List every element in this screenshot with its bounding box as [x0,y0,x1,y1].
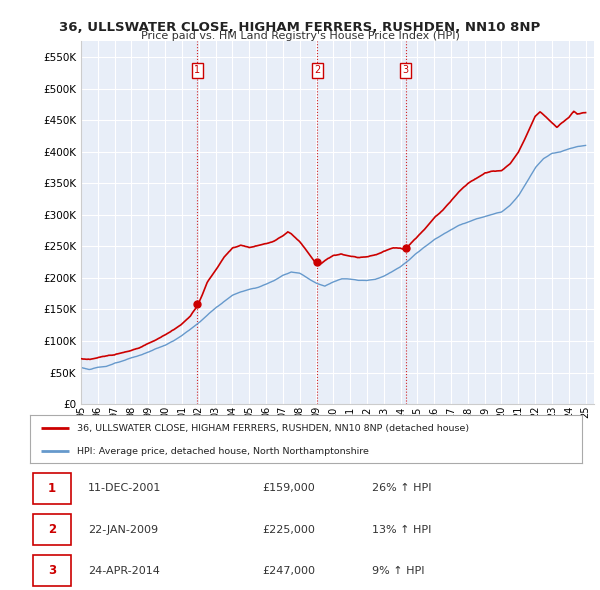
Text: 36, ULLSWATER CLOSE, HIGHAM FERRERS, RUSHDEN, NN10 8NP (detached house): 36, ULLSWATER CLOSE, HIGHAM FERRERS, RUS… [77,424,469,433]
Text: 22-JAN-2009: 22-JAN-2009 [88,525,158,535]
Text: 36, ULLSWATER CLOSE, HIGHAM FERRERS, RUSHDEN, NN10 8NP: 36, ULLSWATER CLOSE, HIGHAM FERRERS, RUS… [59,21,541,34]
Text: 2: 2 [48,523,56,536]
FancyBboxPatch shape [33,514,71,545]
FancyBboxPatch shape [33,556,71,586]
Text: Price paid vs. HM Land Registry's House Price Index (HPI): Price paid vs. HM Land Registry's House … [140,31,460,41]
Text: 26% ↑ HPI: 26% ↑ HPI [372,483,432,493]
Text: 2: 2 [314,65,320,76]
FancyBboxPatch shape [33,473,71,504]
Text: £159,000: £159,000 [262,483,314,493]
Text: £225,000: £225,000 [262,525,315,535]
Text: HPI: Average price, detached house, North Northamptonshire: HPI: Average price, detached house, Nort… [77,447,369,455]
Text: 3: 3 [48,564,56,578]
Text: 24-APR-2014: 24-APR-2014 [88,566,160,576]
Text: 1: 1 [48,481,56,495]
Text: 11-DEC-2001: 11-DEC-2001 [88,483,161,493]
Text: £247,000: £247,000 [262,566,315,576]
Text: 3: 3 [403,65,409,76]
Text: 1: 1 [194,65,200,76]
Text: 13% ↑ HPI: 13% ↑ HPI [372,525,431,535]
Text: 9% ↑ HPI: 9% ↑ HPI [372,566,425,576]
